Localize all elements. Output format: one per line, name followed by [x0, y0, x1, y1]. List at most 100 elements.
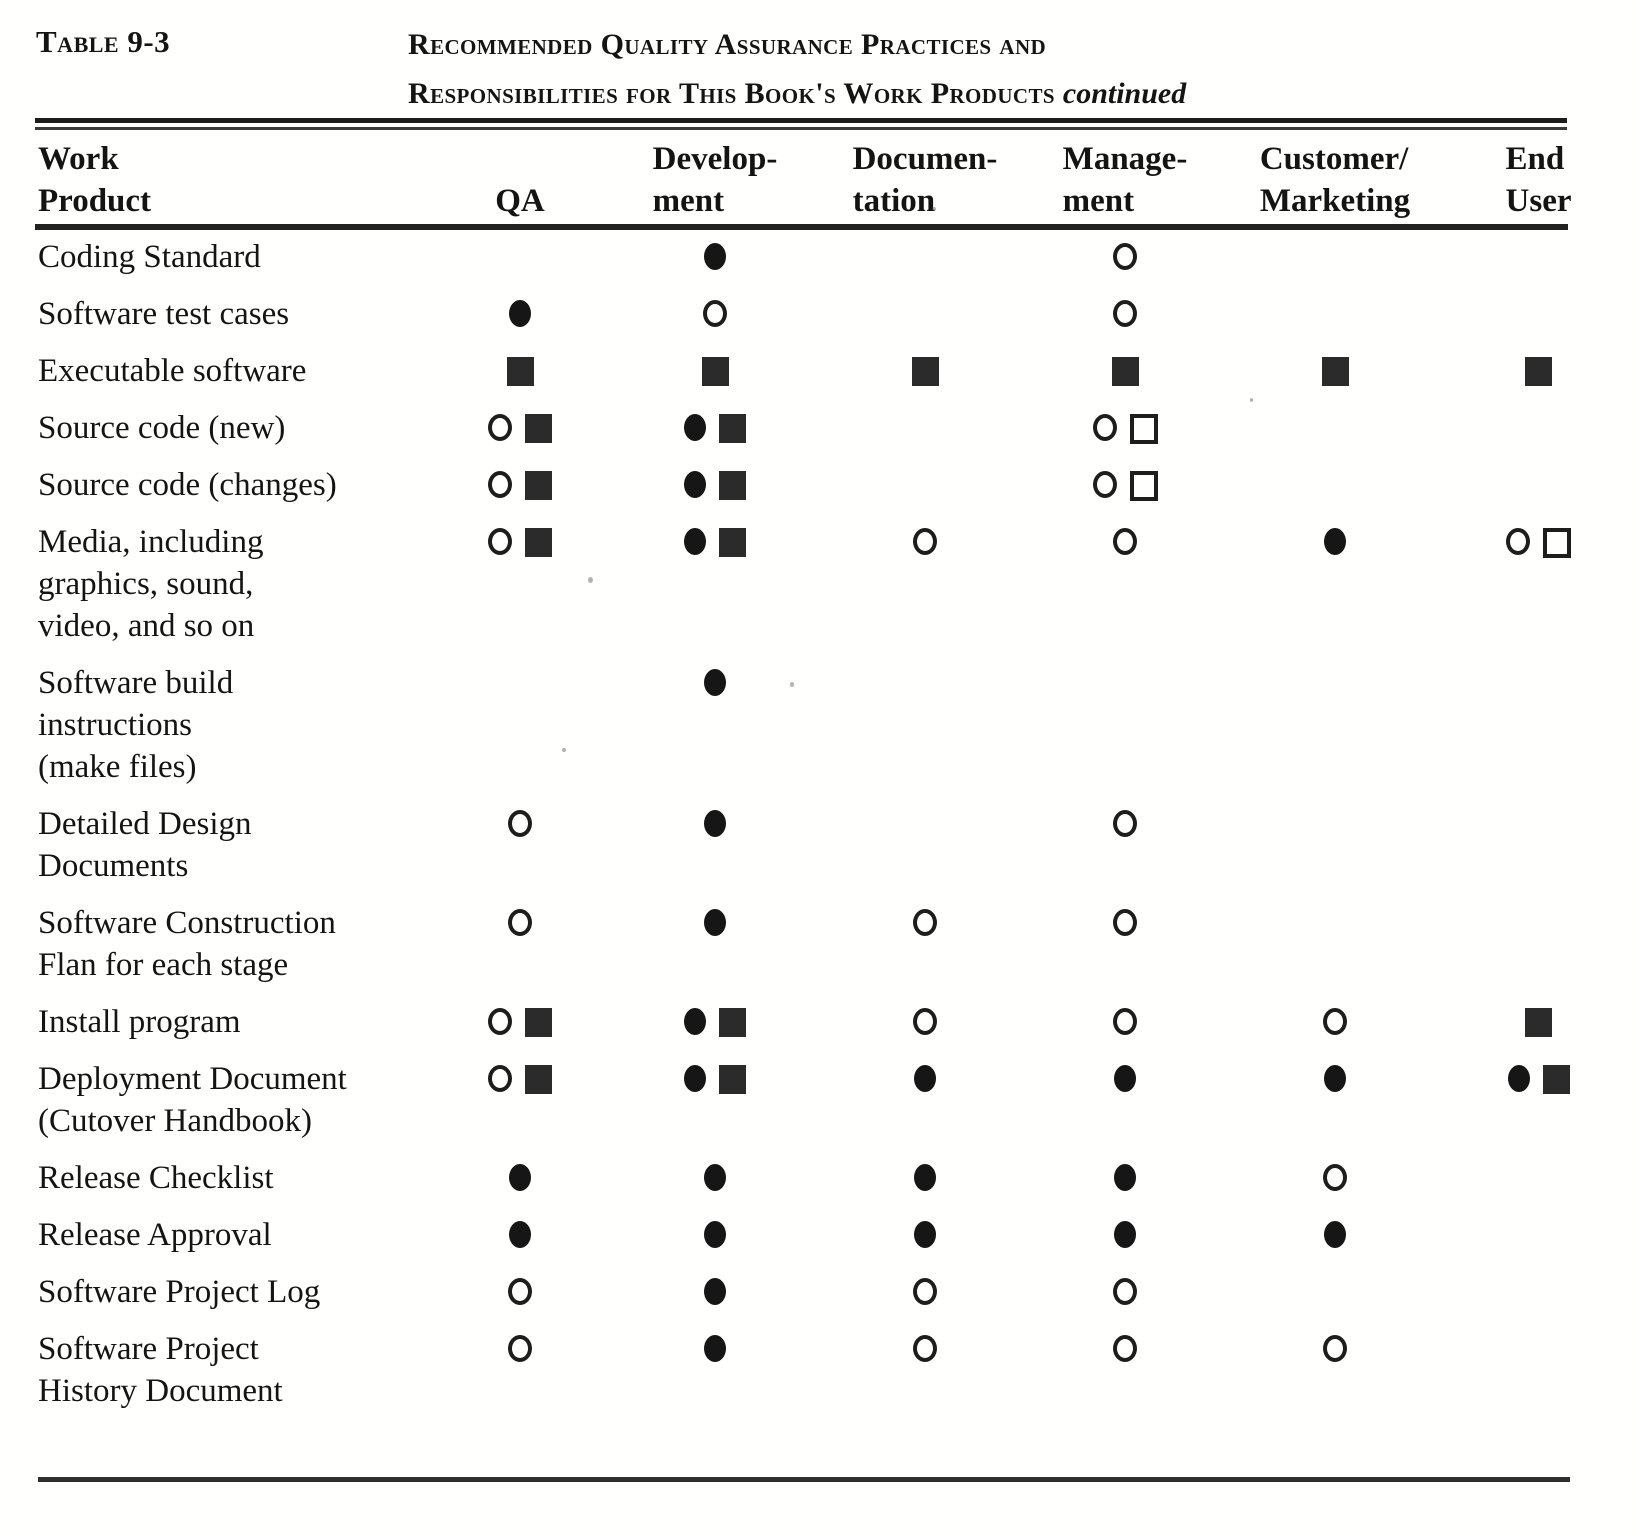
filled-circle-symbol	[509, 300, 531, 327]
cell-end_user	[1435, 1271, 1642, 1313]
open-circle-symbol	[1092, 471, 1117, 498]
cell-documentation	[835, 407, 1015, 449]
table-row: Software Project History Document	[0, 1328, 1642, 1412]
table-number-label: Table 9-3	[36, 24, 171, 59]
work-product-label: Deployment Document (Cutover Handbook)	[38, 1061, 347, 1139]
cell-end_user	[1435, 662, 1642, 788]
filled-circle-symbol	[914, 1065, 936, 1092]
cell-documentation	[835, 803, 1015, 887]
open-circle-symbol	[1113, 909, 1137, 936]
cell-qa	[445, 662, 595, 788]
header-bottom-rule	[35, 224, 1568, 230]
open-circle-symbol	[913, 1335, 937, 1362]
filled-square-symbol	[1525, 1008, 1552, 1037]
cell-customer_marketing	[1235, 662, 1435, 788]
open-circle-symbol	[488, 471, 512, 498]
cell-qa	[445, 1328, 595, 1412]
work-product-label: Detailed Design Documents	[38, 806, 252, 884]
filled-square-symbol	[701, 357, 729, 386]
cell-development	[595, 521, 835, 647]
cell-customer_marketing	[1235, 1058, 1435, 1142]
table-row: Source code (new)	[0, 407, 1642, 449]
open-circle-symbol	[488, 528, 512, 555]
filled-square-symbol	[1542, 1065, 1570, 1094]
cell-customer_marketing	[1235, 521, 1435, 647]
filled-square-symbol	[525, 471, 552, 500]
cell-documentation	[835, 521, 1015, 647]
cell-customer_marketing	[1235, 236, 1435, 278]
filled-square-symbol	[1111, 357, 1139, 386]
open-circle-symbol	[913, 1278, 937, 1305]
work-product-label: Release Checklist	[38, 1160, 274, 1196]
open-circle-symbol	[913, 909, 937, 936]
filled-circle-symbol	[704, 669, 726, 696]
cell-end_user	[1435, 1001, 1642, 1043]
open-square-symbol	[1543, 528, 1571, 558]
filled-circle-symbol	[704, 1221, 726, 1248]
cell-documentation	[835, 1157, 1015, 1199]
filled-square-symbol	[525, 528, 552, 557]
filled-square-symbol	[719, 471, 746, 500]
cell-management	[1015, 1328, 1235, 1412]
filled-circle-symbol	[684, 1008, 706, 1035]
scan-speck	[932, 207, 936, 211]
filled-circle-symbol	[704, 1335, 726, 1362]
cell-management	[1015, 350, 1235, 392]
cell-development	[595, 1214, 835, 1256]
cell-end_user	[1435, 803, 1642, 887]
filled-square-symbol	[525, 1065, 552, 1094]
filled-square-symbol	[1321, 357, 1349, 386]
table-row: Install program	[0, 1001, 1642, 1043]
filled-circle-symbol	[509, 1164, 531, 1191]
filled-square-symbol	[719, 1065, 746, 1094]
open-circle-symbol	[1323, 1164, 1347, 1191]
table-top-rule	[35, 118, 1567, 130]
open-circle-symbol	[488, 1008, 512, 1035]
cell-end_user	[1435, 464, 1642, 506]
cell-end_user	[1435, 1157, 1642, 1199]
open-circle-symbol	[1113, 243, 1137, 270]
cell-qa	[445, 803, 595, 887]
cell-documentation	[835, 1214, 1015, 1256]
filled-circle-symbol	[1324, 1221, 1346, 1248]
work-product-label: Release Approval	[38, 1217, 272, 1253]
open-square-symbol	[1129, 414, 1158, 444]
cell-qa	[445, 1271, 595, 1313]
open-circle-symbol	[488, 414, 512, 441]
scan-speck	[562, 748, 566, 752]
filled-circle-symbol	[704, 1278, 726, 1305]
open-circle-symbol	[1113, 1335, 1137, 1362]
work-product-label: Executable software	[38, 353, 307, 389]
cell-development	[595, 350, 835, 392]
open-circle-symbol	[1323, 1008, 1347, 1035]
table-row: Software Construction Flan for each stag…	[0, 902, 1642, 986]
cell-development	[595, 1157, 835, 1199]
cell-management	[1015, 464, 1235, 506]
cell-qa	[445, 464, 595, 506]
open-circle-symbol	[913, 528, 937, 555]
filled-circle-symbol	[704, 243, 726, 270]
filled-circle-symbol	[684, 1065, 706, 1092]
cell-customer_marketing	[1235, 902, 1435, 986]
cell-end_user	[1435, 350, 1642, 392]
work-product-label: Software Construction Flan for each stag…	[38, 905, 336, 983]
cell-end_user	[1435, 236, 1642, 278]
cell-qa	[445, 293, 595, 335]
table-row: Executable software	[0, 350, 1642, 392]
cell-management	[1015, 803, 1235, 887]
cell-qa	[445, 236, 595, 278]
cell-qa	[445, 902, 595, 986]
filled-square-symbol	[506, 357, 534, 386]
cell-management	[1015, 521, 1235, 647]
filled-circle-symbol	[914, 1221, 936, 1248]
cell-customer_marketing	[1235, 803, 1435, 887]
open-circle-symbol	[1113, 810, 1137, 837]
work-product-label: Software Project History Document	[38, 1331, 283, 1409]
continued-marker: continued	[1062, 77, 1187, 110]
cell-end_user	[1435, 293, 1642, 335]
cell-management	[1015, 1001, 1235, 1043]
work-product-label: Software Project Log	[38, 1274, 321, 1310]
table-row: Release Approval	[0, 1214, 1642, 1256]
open-circle-symbol	[1092, 414, 1117, 441]
filled-circle-symbol	[704, 810, 726, 837]
